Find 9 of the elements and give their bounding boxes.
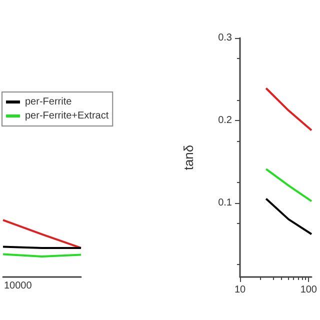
y-tick-label: 0.1 [218, 197, 232, 208]
y-axis-title: tanδ [181, 144, 196, 170]
x-tick-label: 10 [234, 284, 246, 296]
y-tick-label: 0.3 [218, 32, 232, 44]
x-tick-label: 100 [300, 284, 318, 296]
text: 10000 [4, 280, 32, 292]
y-tick-label: 0.2 [218, 114, 232, 126]
legend-label: per-Ferrite+Extract [25, 110, 109, 122]
legend-label: per-Ferrite [25, 96, 72, 108]
